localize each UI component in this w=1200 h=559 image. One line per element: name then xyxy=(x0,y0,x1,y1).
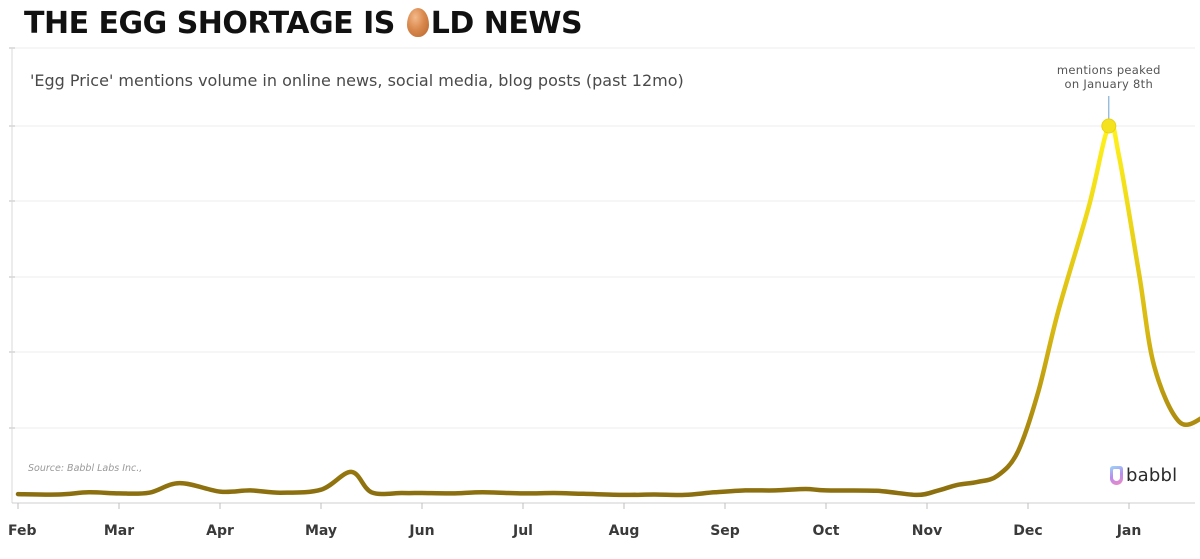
logo-text: babbl xyxy=(1126,465,1178,486)
x-tick-label: Jan xyxy=(1116,523,1142,539)
gridlines xyxy=(9,47,1195,429)
babbl-logo: babbl xyxy=(1110,465,1177,486)
x-tick-label: Jun xyxy=(408,523,434,539)
x-tick-label: Jul xyxy=(512,523,533,539)
x-tick-label: Sep xyxy=(710,523,740,539)
annotation-line-2: on January 8th xyxy=(1065,77,1154,91)
x-tick-label: Mar xyxy=(104,523,134,539)
x-tick-label: Dec xyxy=(1013,523,1042,539)
x-tick-label: Oct xyxy=(813,523,840,539)
egg-icon xyxy=(406,8,429,37)
x-tick-label: Apr xyxy=(206,523,234,539)
x-tick-label: May xyxy=(305,523,337,539)
chart-subtitle: 'Egg Price' mentions volume in online ne… xyxy=(30,71,684,90)
x-axis-ticks: Feb Mar Apr May Jun Jul Aug Sep Oct Nov Dec Jan xyxy=(8,503,1141,539)
x-tick-label: Nov xyxy=(912,523,942,539)
chart-title: THE EGG SHORTAGE IS LD NEWS xyxy=(24,6,583,41)
title-text-after: LD NEWS xyxy=(430,6,583,41)
annotation-line-1: mentions peaked xyxy=(1057,63,1161,77)
x-tick-label: Aug xyxy=(609,523,640,539)
babbl-logo-icon xyxy=(1110,466,1123,485)
peak-marker xyxy=(1101,118,1117,134)
source-note: Source: Babbl Labs Inc., xyxy=(28,463,142,474)
x-tick-label: Feb xyxy=(8,523,37,539)
title-text-before: THE EGG SHORTAGE IS xyxy=(24,6,405,41)
series-line xyxy=(15,121,1200,498)
